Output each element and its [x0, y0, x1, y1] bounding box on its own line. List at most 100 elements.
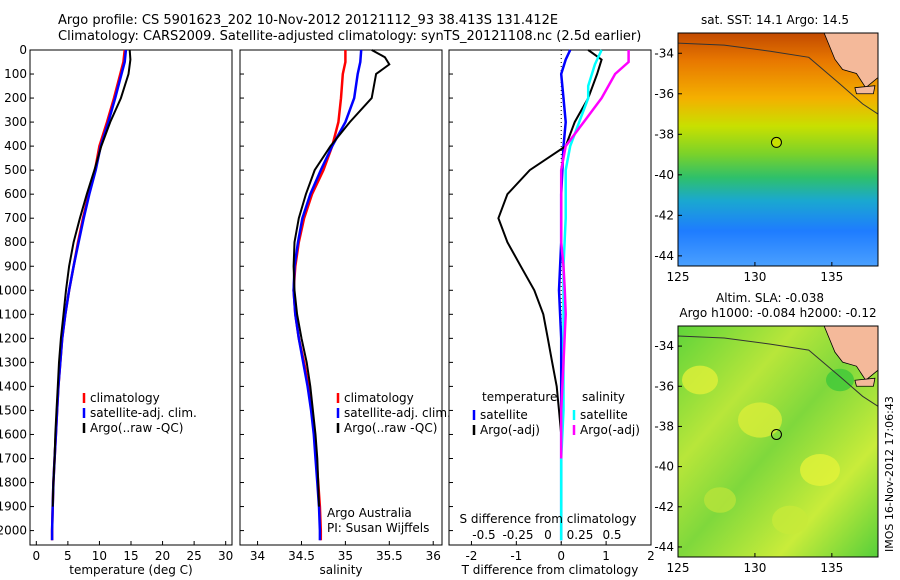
y-tick-label: 1100: [0, 307, 27, 321]
x-tick-label: 35.5: [376, 549, 403, 563]
x-tick-label: -2: [465, 549, 477, 563]
lat-tick-label: -36: [654, 379, 674, 393]
sla-blob: [738, 402, 782, 438]
legend-label: satellite-adj. clim.: [90, 406, 197, 420]
y-tick-label: 700: [4, 211, 27, 225]
map-2-title: Altim. SLA: -0.038: [716, 291, 824, 305]
x-tick-label: 30: [218, 549, 233, 563]
x-tick-label: 20: [155, 549, 170, 563]
x-axis-label: T difference from climatology: [461, 563, 639, 577]
shelf-contour: [677, 42, 879, 115]
lat-tick-label: -34: [654, 339, 674, 353]
x-tick-label: -1: [510, 549, 522, 563]
lon-tick-label: 125: [667, 561, 690, 575]
y-tick-label: 1500: [0, 403, 27, 417]
x-tick-label: 36: [426, 549, 441, 563]
lat-tick-label: -42: [654, 500, 674, 514]
argo-position-marker: [770, 428, 782, 440]
sla-blob: [800, 454, 840, 486]
shelf-contour: [677, 335, 879, 407]
lat-tick-label: -40: [654, 168, 674, 182]
map-2-subtitle: Argo h1000: -0.084 h2000: -0.12: [679, 306, 876, 320]
lon-tick-label: 130: [743, 270, 766, 284]
side-timestamp: IMOS 16-Nov-2012 17:06:43: [883, 396, 896, 552]
legend-label: Argo(..raw -QC): [344, 421, 437, 435]
x-tick-label: 0: [557, 549, 565, 563]
x-tick-label: 34: [250, 549, 265, 563]
lat-tick-label: -42: [654, 208, 674, 222]
y-tick-label: 500: [4, 163, 27, 177]
y-tick-label: 800: [4, 235, 27, 249]
x-tick-label: 1: [602, 549, 610, 563]
x-tick-label: 35: [338, 549, 353, 563]
legend-label: climatology: [344, 391, 414, 405]
x-axis-label: salinity: [319, 563, 362, 577]
lat-tick-label: -36: [654, 87, 674, 101]
argo-position-marker: [770, 136, 782, 148]
y-tick-label: 1000: [0, 283, 27, 297]
lon-tick-label: 135: [820, 561, 843, 575]
x-tick-label: 34.5: [288, 549, 315, 563]
top-tick-label: -0.25: [502, 528, 533, 542]
series-line-2: [50, 49, 128, 541]
top-tick-label: 0: [544, 528, 552, 542]
series-line-3: [559, 49, 603, 541]
map-1-frame: [677, 32, 879, 267]
panel-2-frame: [239, 49, 443, 546]
series-line-2: [292, 49, 363, 541]
top-tick-label: 0.25: [567, 528, 594, 542]
y-tick-label: 1300: [0, 355, 27, 369]
y-tick-label: 1200: [0, 331, 27, 345]
sla-blob: [682, 365, 718, 395]
legend-label: climatology: [90, 391, 160, 405]
x-tick-label: 5: [64, 549, 72, 563]
series-line-3: [292, 49, 391, 507]
map-2-frame: [677, 325, 879, 558]
map-1-title: sat. SST: 14.1 Argo: 14.5: [701, 13, 849, 27]
y-tick-label: 1700: [0, 451, 27, 465]
x-tick-label: 25: [186, 549, 201, 563]
series-line-4: [559, 50, 630, 459]
kangaroo-island: [854, 377, 876, 387]
y-tick-label: 1400: [0, 379, 27, 393]
top-tick-label: -0.5: [472, 528, 495, 542]
x-tick-label: 15: [123, 549, 138, 563]
map-1-field: [678, 33, 878, 266]
top-axis-title: S difference from climatology: [460, 512, 637, 526]
lat-tick-label: -34: [654, 46, 674, 60]
y-tick-label: 300: [4, 115, 27, 129]
lat-tick-label: -38: [654, 419, 674, 433]
legend-label: satellite-adj. clim.: [344, 406, 451, 420]
lon-tick-label: 125: [667, 270, 690, 284]
x-axis-label: temperature (deg C): [69, 563, 192, 577]
y-tick-label: 900: [4, 259, 27, 273]
legend-label: satellite: [580, 408, 628, 422]
x-tick-label: 10: [92, 549, 107, 563]
y-tick-label: 200: [4, 91, 27, 105]
sla-blob: [772, 505, 808, 535]
lon-tick-label: 135: [820, 270, 843, 284]
y-tick-label: 2000: [0, 524, 27, 538]
legend-header-salinity: salinity: [582, 390, 625, 404]
lat-tick-label: -44: [654, 540, 674, 554]
panel-1-frame: [29, 49, 233, 546]
legend-label: Argo(..raw -QC): [90, 421, 183, 435]
x-tick-label: 2: [647, 549, 655, 563]
y-tick-label: 1800: [0, 476, 27, 490]
x-tick-label: 0: [32, 549, 40, 563]
annotation-line-2: PI: Susan Wijffels: [327, 521, 429, 535]
top-tick-label: 0.5: [602, 528, 621, 542]
series-line-1: [292, 50, 347, 541]
title-line-2: Climatology: CARS2009. Satellite-adjuste…: [58, 29, 642, 44]
y-tick-label: 600: [4, 187, 27, 201]
y-tick-label: 0: [19, 43, 27, 57]
lat-tick-label: -44: [654, 249, 674, 263]
series-line-3: [51, 49, 132, 507]
title-line-1: Argo profile: CS 5901623_202 10-Nov-2012…: [58, 13, 559, 28]
y-tick-label: 1600: [0, 427, 27, 441]
y-tick-label: 400: [4, 139, 27, 153]
legend-label: Argo(-adj): [580, 423, 640, 437]
lat-tick-label: -40: [654, 460, 674, 474]
annotation-line-1: Argo Australia: [327, 506, 412, 520]
